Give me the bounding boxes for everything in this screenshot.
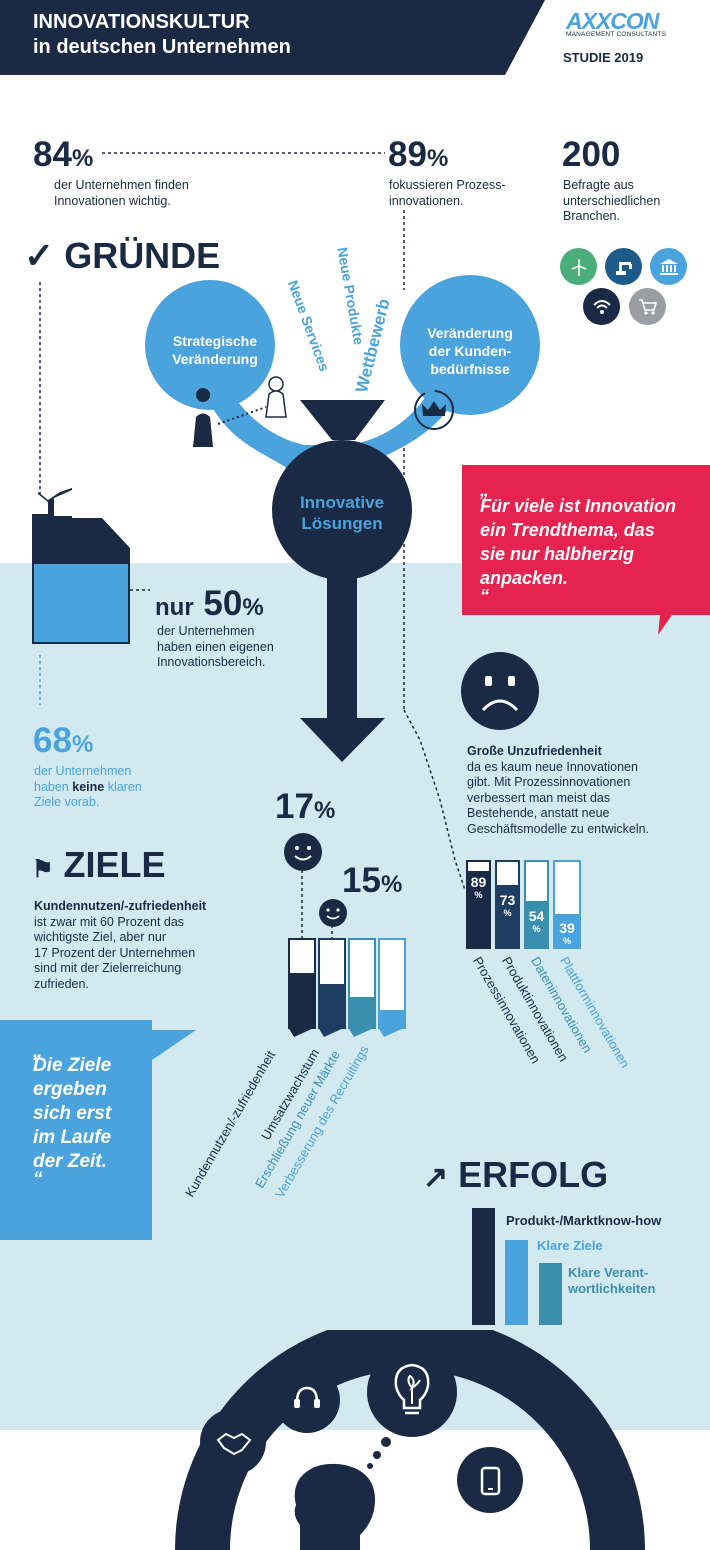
bank-icon [650, 248, 687, 285]
headset-icon [294, 1386, 320, 1408]
sad-face-icon [461, 652, 539, 730]
funnel-graphic [145, 275, 540, 762]
bottom-arc-graphic [175, 1330, 645, 1550]
stat-17-value: 17% [275, 787, 336, 826]
stat-50-text: der Unternehmen haben einen eigenen Innova… [157, 624, 274, 669]
red-quote-text: „ Für viele ist Innovation ein Trendthem… [480, 480, 677, 606]
stat-200-text: Befragte aus unterschiedlichen Branchen. [563, 178, 661, 223]
study-label: STUDIE 2019 [563, 50, 644, 65]
erfolg-bar-knowhow [472, 1208, 495, 1325]
wifi-icon [583, 288, 620, 325]
erfolg-label-verantwortlichkeiten: Klare Verant-wortlichkeiten [568, 1265, 656, 1296]
ziele-heading: ⚑ ZIELE [32, 844, 166, 885]
stat-89-value: 89% [388, 135, 449, 174]
flag-icon: ⚑ [32, 856, 54, 883]
stat-84-text: der Unternehmen finden Innovationen wicht… [54, 178, 189, 208]
ziele-bar-pointers [288, 1027, 406, 1037]
erfolg-label-ziele: Klare Ziele [537, 1238, 603, 1253]
erfolg-bar-verantwortlichkeiten [539, 1263, 562, 1325]
innovative-loesungen-label: Innovative Lösungen [299, 493, 385, 533]
checkmark-icon: ✓ [24, 235, 55, 276]
handshake-icon [216, 1432, 252, 1456]
game-pieces-icon [193, 376, 287, 447]
stat-89-text: fokussieren Prozess-innovationen. [389, 178, 506, 208]
smartphone-icon [480, 1466, 501, 1496]
stat-15-value: 15% [342, 861, 403, 900]
innovation-bar-plattform: 39 % [553, 860, 581, 949]
innovation-bar-daten: 54 % [524, 860, 549, 949]
head-silhouette-icon [300, 1460, 376, 1550]
red-quote-box [462, 465, 710, 635]
unzufriedenheit-text: Große Unzufriedenheit da es kaum neue In… [467, 744, 650, 836]
crown-cycle-icon [414, 390, 454, 430]
erfolg-heading: ↗ ERFOLG [423, 1154, 609, 1195]
innovation-bar-produkt: 73 % [495, 860, 520, 949]
erfolg-label-knowhow: Produkt-/Marktknow-how [506, 1213, 662, 1228]
gruende-heading: ✓ GRÜNDE [24, 235, 221, 276]
header-band [0, 0, 545, 75]
erfolg-bar-ziele [505, 1240, 528, 1325]
ziele-bar-recruiting [378, 938, 406, 1029]
bubble-kundenbeduerfnisse: Veränderung der Kunden-bedürfnisse [427, 325, 513, 377]
stat-68-text: der Unternehmen haben keine klaren Ziele… [34, 764, 142, 809]
stat-84-value: 84% [33, 135, 94, 174]
wind-turbine-icon [560, 248, 597, 285]
shopping-cart-icon [629, 288, 666, 325]
ziele-bar-kundennutzen [288, 938, 316, 1029]
smiley-large-icon [284, 833, 322, 871]
building-50-percent-icon [32, 488, 130, 644]
lightbulb-icon [394, 1363, 430, 1415]
innovation-bar-prozess: 89 % [466, 860, 491, 949]
logo-subtitle: MANAGEMENT CONSULTANTS [566, 31, 667, 38]
industrial-robot-icon [605, 248, 642, 285]
trend-arrow-icon: ↗ [423, 1161, 449, 1194]
page-title: INNOVATIONSKULTUR in deutschen Unternehm… [33, 11, 291, 58]
blue-quote-box [0, 1020, 196, 1240]
ziele-bar-umsatz [318, 938, 346, 1029]
blue-quote-text: „ Die Ziele ergeben sich erst im Laufe d… [33, 1041, 112, 1190]
ziele-bar-maerkte [348, 938, 376, 1029]
stat-200-value: 200 [562, 135, 621, 174]
bubble-strategische-veraenderung: Strategische Veränderung [172, 333, 258, 367]
stat-50-value: nur 50% [155, 584, 264, 623]
ziele-text: Kundennutzen/-zufriedenheit ist zwar mit… [34, 899, 207, 991]
smiley-small-icon [319, 899, 347, 927]
stat-68-value: 68% [33, 721, 94, 760]
axxcon-logo: AXXCON [566, 8, 659, 34]
